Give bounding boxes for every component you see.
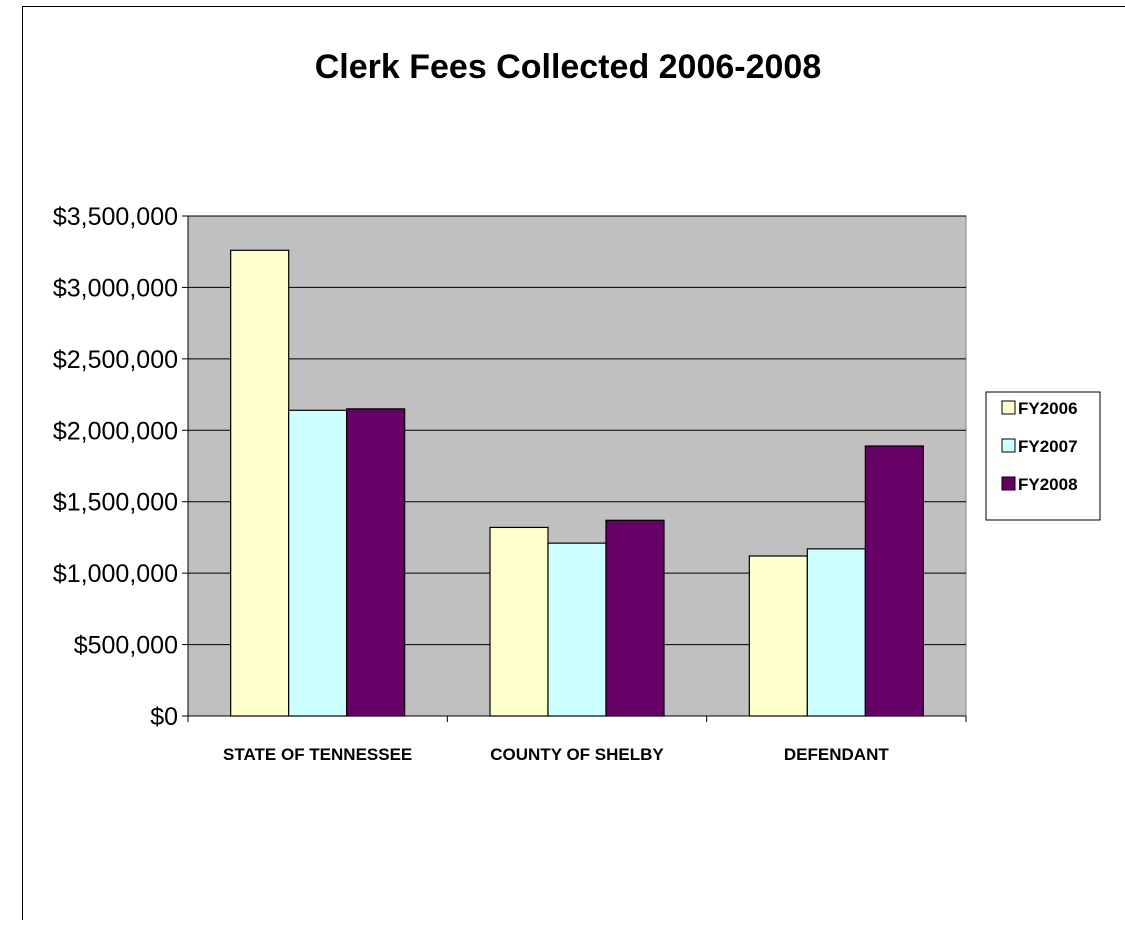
bar-fy2008-1	[347, 409, 405, 716]
legend-swatch-fy2007	[1002, 439, 1015, 452]
bar-fy2006-3	[749, 556, 807, 716]
x-tick-label: COUNTY OF SHELBY	[490, 745, 664, 764]
bar-fy2008-2	[606, 520, 664, 716]
legend-label-fy2007: FY2007	[1018, 437, 1078, 456]
legend-swatch-fy2008	[1002, 477, 1015, 490]
legend-label-fy2006: FY2006	[1018, 399, 1078, 418]
y-tick-label: $2,000,000	[53, 417, 178, 445]
bar-fy2007-1	[289, 410, 347, 716]
legend-label-fy2008: FY2008	[1018, 475, 1078, 494]
x-tick-label: STATE OF TENNESSEE	[223, 745, 412, 764]
legend-swatch-fy2006	[1002, 401, 1015, 414]
x-tick-label: DEFENDANT	[784, 745, 889, 764]
legend: FY2006 FY2007 FY2008	[986, 392, 1100, 520]
y-tick-label: $0	[150, 703, 178, 731]
bar-fy2008-3	[865, 446, 923, 716]
y-tick-label: $3,000,000	[53, 274, 178, 302]
bar-fy2006-1	[231, 250, 289, 716]
y-tick-label: $500,000	[74, 632, 178, 660]
bar-fy2007-3	[807, 549, 865, 716]
chart-title: Clerk Fees Collected 2006-2008	[315, 48, 822, 86]
y-tick-label: $1,500,000	[53, 489, 178, 517]
bar-fy2007-2	[548, 543, 606, 716]
y-tick-label: $3,500,000	[53, 203, 178, 231]
bar-fy2006-2	[490, 527, 548, 716]
y-tick-label: $1,000,000	[53, 560, 178, 588]
y-tick-label: $2,500,000	[53, 346, 178, 374]
